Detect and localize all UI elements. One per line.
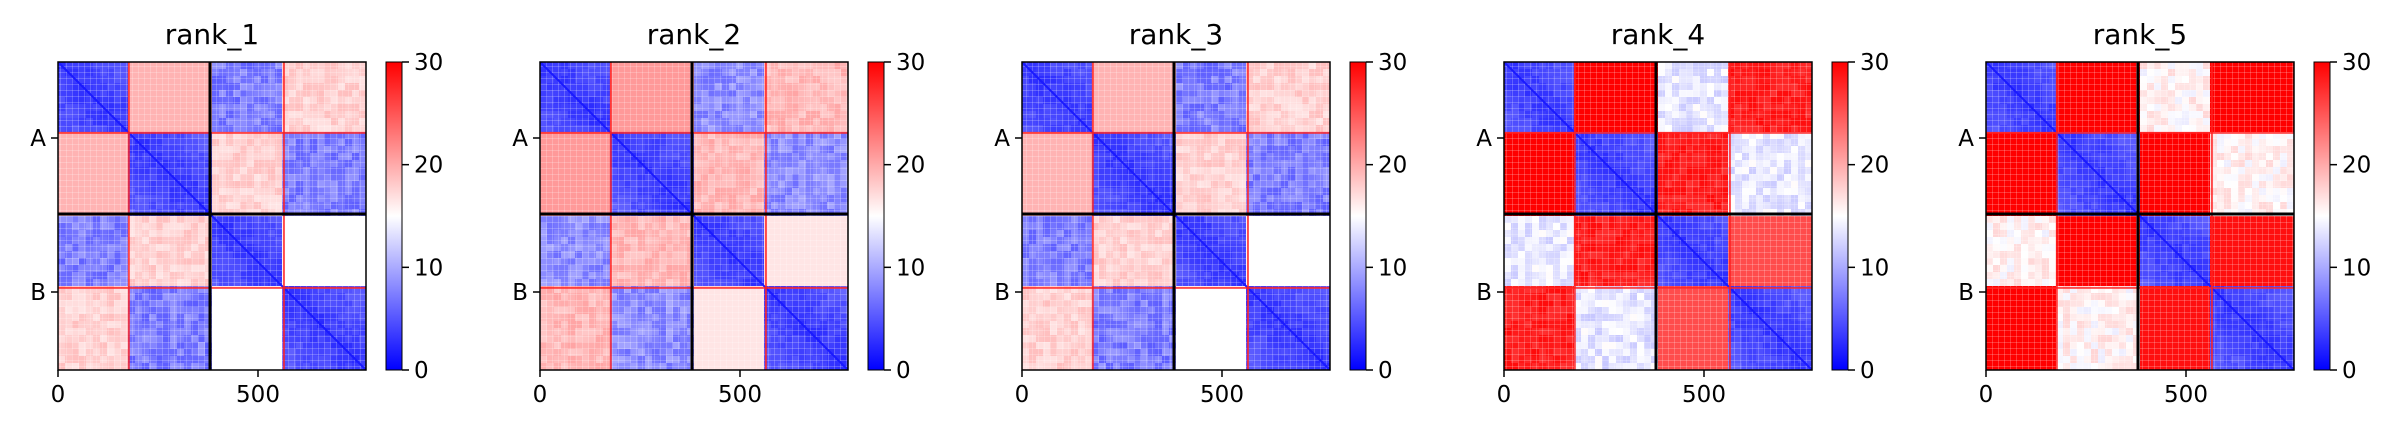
colorbar-tick-label: 30 [896, 50, 925, 76]
colorbar-tick-label: 20 [414, 153, 443, 179]
panel-title: rank_1 [165, 18, 259, 51]
y-tick-label: A [30, 126, 46, 152]
heatmap-frame [57, 61, 367, 371]
heatmap-frame [539, 61, 849, 371]
colorbar-tick-label: 0 [414, 358, 429, 384]
y-tick-label: B [30, 280, 46, 306]
heatmap-diagonal [539, 61, 849, 371]
panel-title: rank_2 [647, 18, 741, 51]
colorbar [385, 61, 403, 371]
colorbar [867, 61, 885, 371]
heatmap-diagonal [57, 61, 367, 371]
colorbar-tick-label: 20 [896, 153, 925, 179]
y-tick-label: B [512, 280, 528, 306]
panel-title: rank_3 [1129, 18, 1223, 51]
heatmap-panel-1: rank_1 A B 0 500 0 10 20 30 [30, 18, 443, 408]
colorbar-tick-label: 0 [896, 358, 911, 384]
y-tick-label: A [512, 126, 528, 152]
x-tick-label: 0 [533, 382, 548, 408]
colorbar-tick-label: 10 [414, 255, 443, 281]
colorbar-tick-label: 30 [414, 50, 443, 76]
x-tick-label: 0 [51, 382, 66, 408]
x-tick-label: 500 [718, 382, 762, 408]
colorbar-tick-label: 10 [896, 255, 925, 281]
heatmap-panel-2: rank_2 A B 0 500 0 10 20 30 [512, 18, 925, 408]
x-tick-label: 500 [236, 382, 280, 408]
